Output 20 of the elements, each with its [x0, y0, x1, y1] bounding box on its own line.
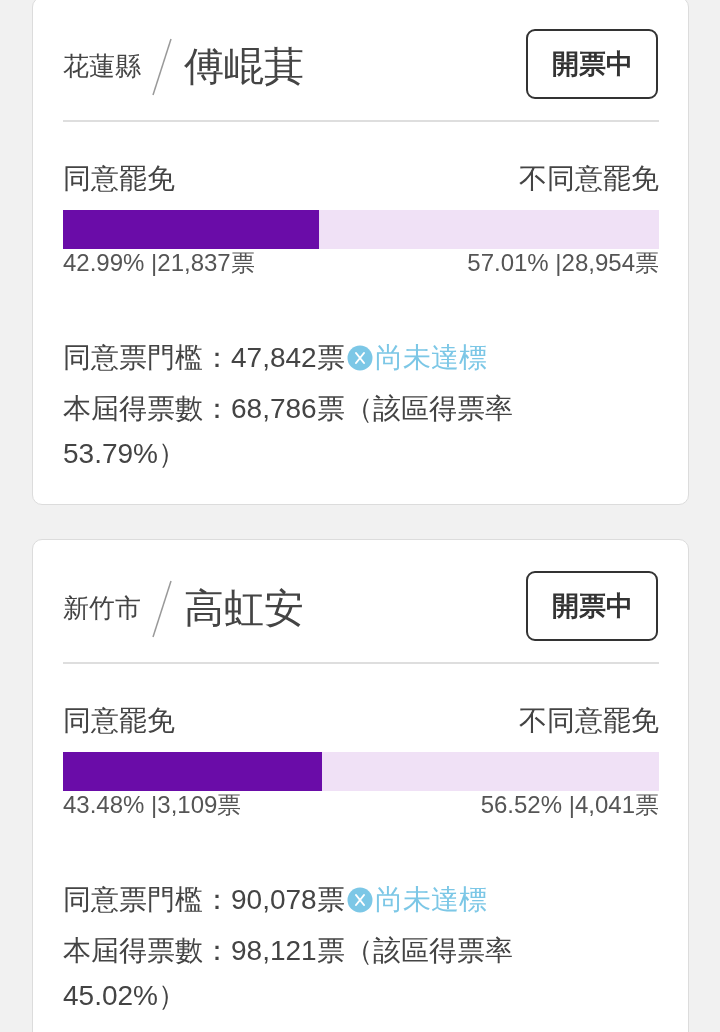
- text: 尚未達標: [374, 883, 487, 917]
- series-label: 不同意罷免: [519, 162, 659, 196]
- chart-subtitle: 花蓮縣: [63, 50, 141, 83]
- data-label: 56.52% |4,041票: [480, 791, 659, 818]
- text: 開票中: [526, 29, 658, 99]
- chart-subtitle: 新竹市: [63, 592, 141, 625]
- text: 開票中: [526, 571, 658, 641]
- data-label: 43.48% |3,109票: [63, 791, 242, 818]
- data-label: 42.99% |21,837票: [63, 249, 255, 276]
- chart-title: 傅崐萁: [184, 43, 304, 90]
- text: 同意票門檻：90,078票: [63, 883, 345, 917]
- text: 本屆得票數：68,786票（該區得票率53.79%）: [63, 392, 514, 471]
- series-label: 不同意罷免: [519, 704, 659, 738]
- series-label: 同意罷免: [63, 162, 175, 196]
- chart-title: 高虹安: [184, 585, 304, 632]
- data-label: 57.01% |28,954票: [467, 249, 659, 276]
- text: 同意票門檻：47,842票: [63, 341, 345, 375]
- text: 尚未達標: [374, 341, 487, 375]
- text: 本屆得票數：98,121票（該區得票率45.02%）: [63, 934, 514, 1013]
- series-label: 同意罷免: [63, 704, 175, 738]
